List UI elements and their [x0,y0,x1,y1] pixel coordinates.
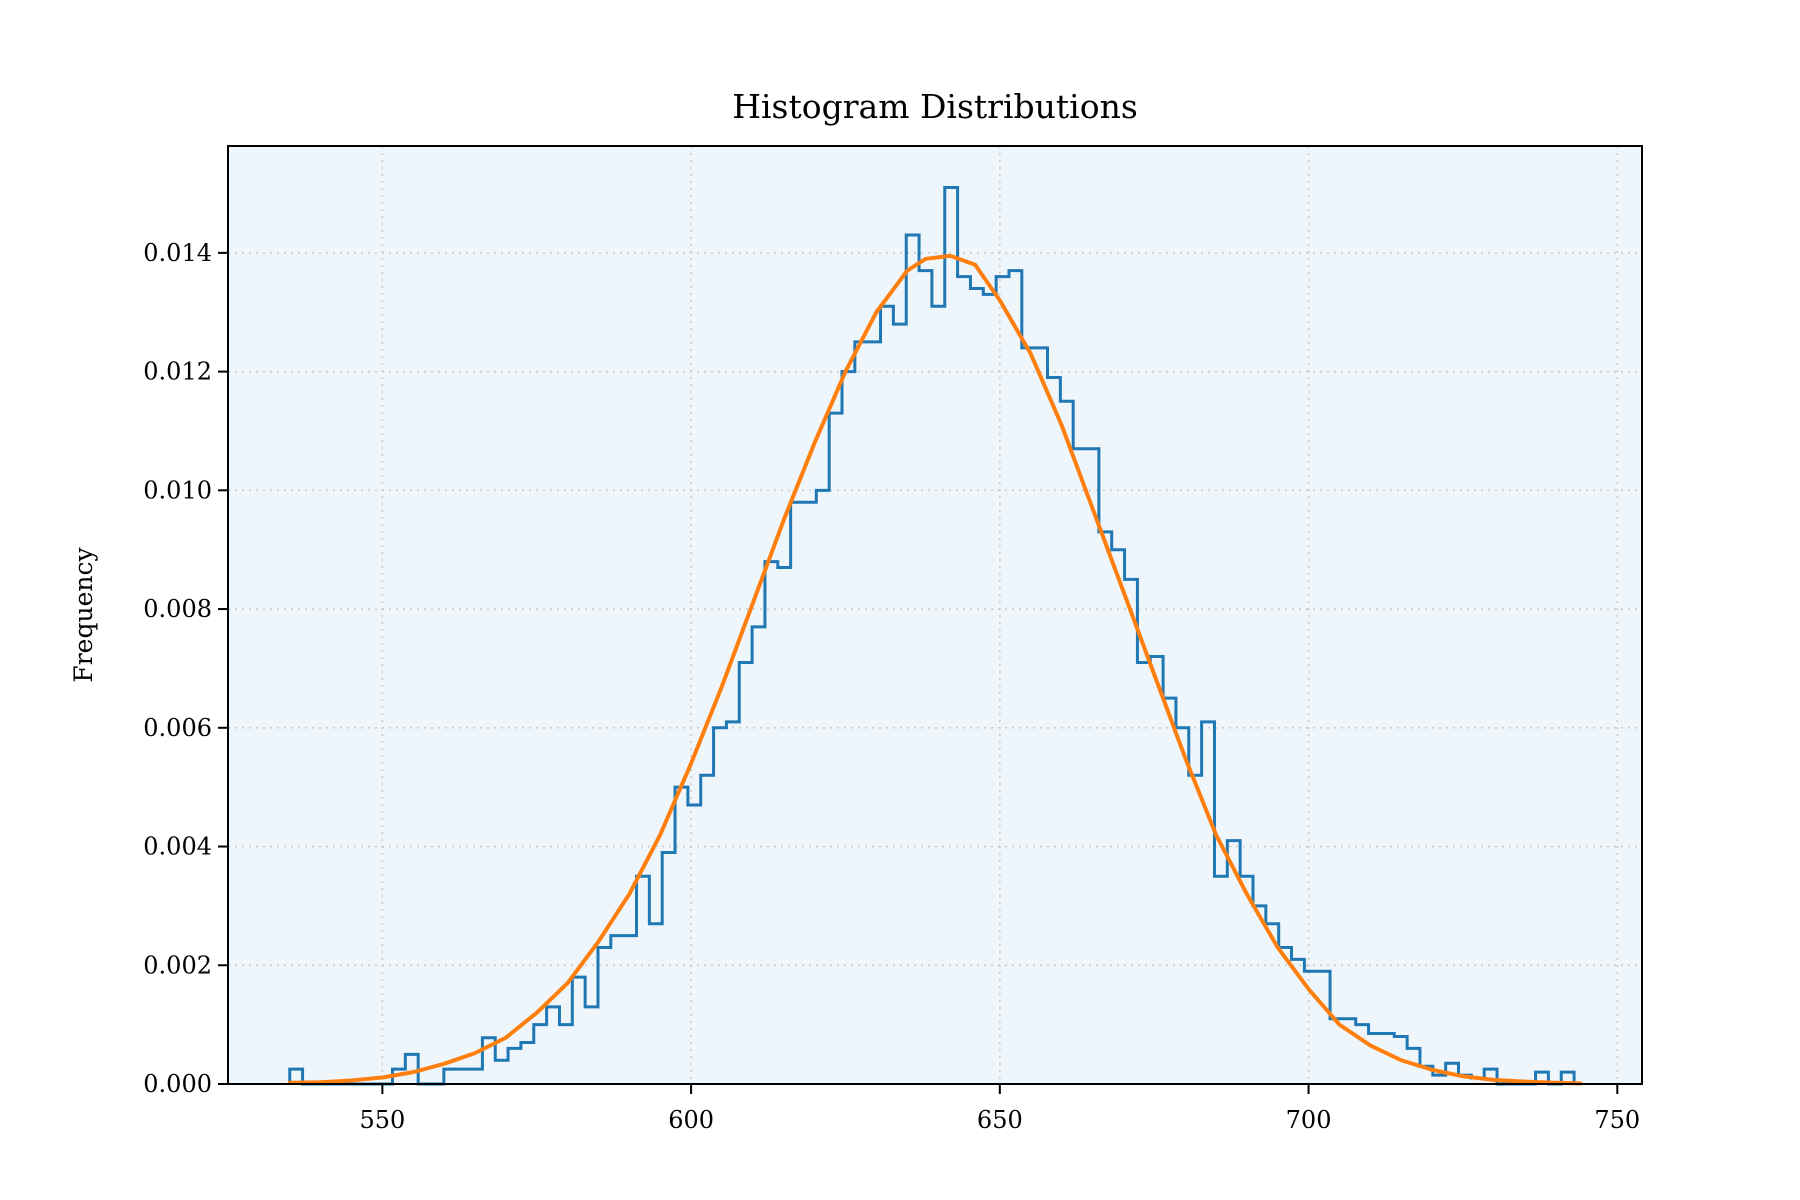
y-tick-label: 0.002 [143,951,212,979]
x-tick-label: 700 [1286,1106,1332,1134]
y-axis-label: Frequency [69,547,98,683]
y-tick-label: 0.014 [143,239,212,267]
y-tick-label: 0.010 [143,476,212,504]
y-tick-label: 0.012 [143,358,212,386]
histogram-step-line [288,186,1576,1086]
x-tick-label: 550 [359,1106,405,1134]
y-tick-label: 0.008 [143,595,212,623]
x-axis: 550 600 650 700 750 [359,1084,1640,1134]
y-tick-label: 0.000 [143,1070,212,1098]
chart-title: Histogram Distributions [732,87,1138,126]
x-tick-label: 650 [977,1106,1023,1134]
plot-background [228,146,1642,1084]
plot-frame [227,145,1643,1085]
x-tick-label: 750 [1594,1106,1640,1134]
y-axis: 0.000 0.002 0.004 0.006 0.008 0.010 0.012 0.014 [143,239,228,1098]
density-curve [287,253,1583,1086]
y-tick-label: 0.004 [143,833,212,861]
y-tick-label: 0.006 [143,714,212,742]
x-tick-label: 600 [668,1106,714,1134]
